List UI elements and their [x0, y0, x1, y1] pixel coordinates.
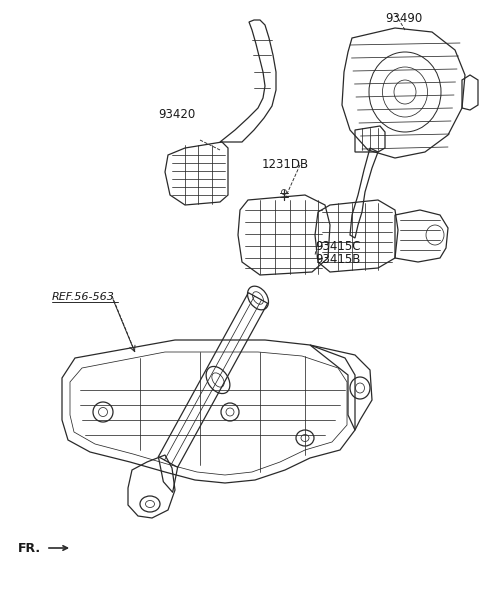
Text: 1231DB: 1231DB [262, 158, 309, 171]
Text: FR.: FR. [18, 542, 41, 555]
Text: 93490: 93490 [385, 12, 422, 25]
Text: REF.56-563: REF.56-563 [52, 292, 115, 302]
Text: 93420: 93420 [158, 108, 195, 121]
Text: 93415B: 93415B [315, 253, 360, 266]
Text: 93415C: 93415C [315, 240, 360, 253]
